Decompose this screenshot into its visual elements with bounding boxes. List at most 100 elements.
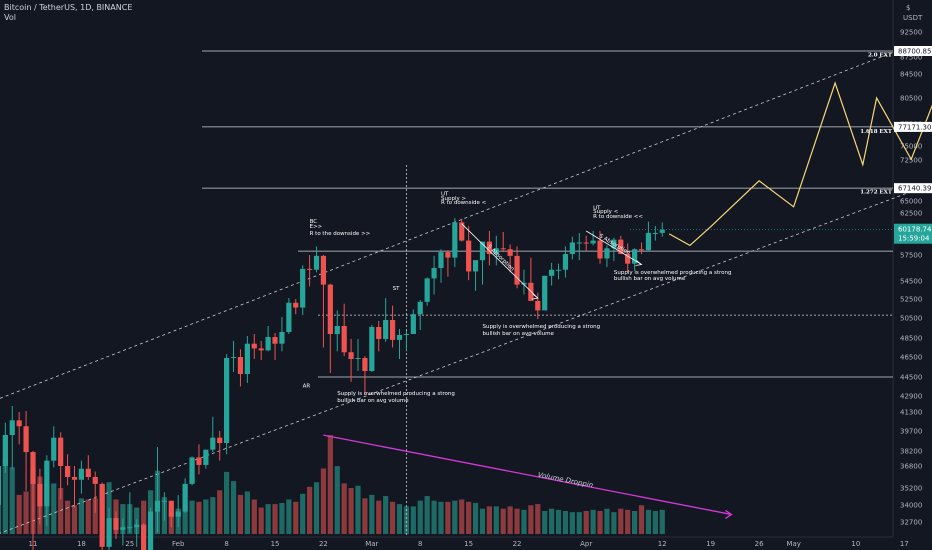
candle-body <box>251 343 257 349</box>
chart-title: Bitcoin / TetherUS, 1D, BINANCE <box>4 3 133 12</box>
candle-body <box>659 229 665 233</box>
channel-upper-line <box>0 47 905 399</box>
volume-bar <box>445 501 451 534</box>
candle-body <box>403 334 410 335</box>
candle-body <box>362 358 368 371</box>
candle-body <box>0 466 2 505</box>
candle-body <box>438 252 444 268</box>
level-price-badge <box>894 45 932 56</box>
volume-bar <box>320 468 327 534</box>
absorption-arrow-line <box>585 230 642 265</box>
volume-bar <box>327 435 333 534</box>
candle-body <box>320 255 327 285</box>
volume-bar <box>78 498 85 534</box>
y-tick-label: 57500 <box>900 252 922 260</box>
last-price-badge <box>894 223 932 244</box>
candle-body <box>189 457 195 484</box>
x-tick-label: 18 <box>77 540 86 548</box>
annotation-text: AR <box>303 384 311 390</box>
y-tick-label: 48500 <box>900 335 922 343</box>
candle-body <box>618 239 624 255</box>
candle-body <box>452 222 458 258</box>
candle-body <box>265 337 271 351</box>
volume-bar <box>645 509 652 534</box>
candle-body <box>161 500 167 502</box>
candle-body <box>134 524 140 528</box>
volume-bar <box>9 467 15 534</box>
candle-body <box>203 449 209 465</box>
candle-body <box>106 518 112 547</box>
volume-bar <box>203 499 209 534</box>
volume-bar <box>479 508 486 534</box>
volume-bar <box>638 505 645 534</box>
volume-bar <box>410 506 416 534</box>
candle-body <box>141 524 147 550</box>
volume-bar <box>355 485 361 534</box>
volume-bar <box>521 509 527 534</box>
volume-bar <box>182 506 188 534</box>
candle-body <box>555 269 562 271</box>
candle-body <box>300 268 306 308</box>
volume-bar <box>362 498 368 534</box>
volume-bar <box>507 506 513 534</box>
candle-body <box>514 255 520 285</box>
volume-bar <box>431 500 437 534</box>
volume-bar <box>0 477 2 534</box>
y-tick-label: 52500 <box>900 296 922 304</box>
y-tick-label: 38200 <box>900 448 922 456</box>
volume-bar <box>272 504 278 534</box>
x-tick-label: 17 <box>900 540 909 548</box>
candle-body <box>562 254 569 270</box>
channel-lower-line <box>0 188 919 534</box>
candle-body <box>210 437 216 450</box>
candle-body <box>576 242 582 244</box>
x-tick-label: Mar <box>365 540 378 548</box>
candle-body <box>279 332 285 344</box>
volume-bar <box>217 490 223 534</box>
candle-body <box>334 326 340 334</box>
volume-bar <box>396 504 403 534</box>
candle-body <box>535 300 541 311</box>
candle-body <box>175 511 181 517</box>
annotation-text: BC <box>310 219 318 225</box>
annotation-text: Supply is overwhelmed producing a strong <box>614 270 732 276</box>
currency-label: USDT <box>903 14 923 22</box>
annotation-text: bullish bar on avg volume <box>614 276 686 282</box>
candle-body <box>224 358 230 443</box>
candle-body <box>493 248 499 255</box>
volume-bar <box>210 497 216 534</box>
x-tick-label: Feb <box>172 540 185 548</box>
candle-body <box>625 254 631 264</box>
annotation-text: Supply is overwhelmed producing a strong <box>337 391 455 397</box>
y-tick-label: 65000 <box>900 198 922 206</box>
candle-body <box>410 314 416 334</box>
candle-body <box>645 232 652 251</box>
dollar-icon: $ <box>906 4 910 12</box>
volume-bar <box>300 493 306 534</box>
y-tick-label: 75000 <box>900 143 922 151</box>
candle-body <box>549 269 555 276</box>
candle-body <box>168 500 174 517</box>
x-tick-label: May <box>786 540 800 548</box>
candle-body <box>396 335 403 340</box>
volume-bar <box>569 512 575 534</box>
x-tick-label: 25 <box>125 540 134 548</box>
volume-bar <box>265 504 271 534</box>
candle-body <box>445 252 451 258</box>
candle-body <box>472 260 479 272</box>
x-tick-label: 26 <box>755 540 764 548</box>
candle-body <box>120 527 126 530</box>
y-tick-label: 34000 <box>900 502 922 510</box>
level-price-label: 77171.30 <box>898 123 931 131</box>
candle-body <box>78 468 85 480</box>
volume-bar <box>369 494 375 534</box>
annotation-text: UT <box>593 206 601 212</box>
volume-bar <box>258 507 264 534</box>
volume-bar <box>438 501 444 534</box>
volume-bar <box>562 511 569 534</box>
volume-bar <box>493 506 499 534</box>
volume-bar <box>279 502 285 534</box>
volume-indicator-label[interactable]: Vol <box>4 13 16 22</box>
